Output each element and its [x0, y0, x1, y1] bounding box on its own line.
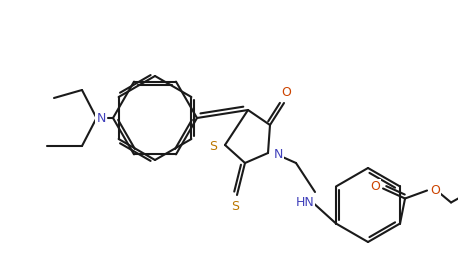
Text: O: O [430, 184, 440, 197]
Text: S: S [231, 201, 239, 214]
Text: O: O [370, 180, 380, 193]
Text: N: N [273, 148, 283, 161]
Text: N: N [96, 112, 106, 125]
Text: S: S [209, 140, 217, 153]
Text: HN: HN [295, 196, 314, 209]
Text: O: O [281, 86, 291, 99]
